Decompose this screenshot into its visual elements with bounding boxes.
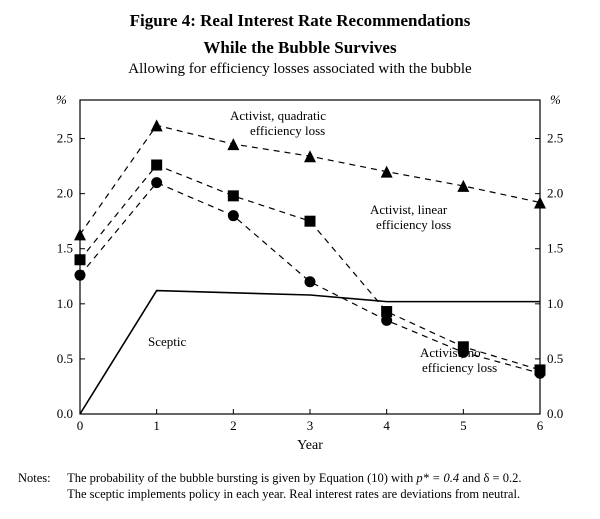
ytick-right: 1.0	[547, 295, 563, 310]
figure-subtitle: Allowing for efficiency losses associate…	[10, 61, 590, 78]
notes-and: and	[459, 471, 483, 485]
label-linear: Activist, linear	[370, 202, 448, 217]
ytick-right: 1.5	[547, 240, 563, 255]
ytick-left: 1.0	[57, 295, 73, 310]
xlabel: Year	[297, 438, 323, 453]
notes-p-star: p* = 0.4	[416, 471, 459, 485]
label-no: Activist, no	[420, 345, 481, 360]
ytick-left: 0.5	[57, 350, 73, 365]
ytick-left: 1.5	[57, 240, 73, 255]
label-no2: efficiency loss	[422, 360, 497, 375]
figure-title-line2: While the Bubble Survives	[10, 37, 590, 58]
ytick-left: 2.0	[57, 185, 73, 200]
y-unit-left: %	[56, 92, 67, 107]
xtick: 4	[383, 418, 390, 433]
xtick: 3	[307, 418, 314, 433]
label-quad: Activist, quadratic	[230, 108, 326, 123]
notes-delta: δ = 0.2.	[484, 471, 522, 485]
ytick-left: 2.5	[57, 130, 73, 145]
chart-area: 0.0 0.0 0.5 0.5 1.0 1.0 1.5 1.5 2.0 2.0 2.5 2.5%% 0 1…	[20, 84, 580, 464]
xtick: 0	[77, 418, 84, 433]
ytick-left: 0.0	[57, 406, 73, 421]
ytick-right: 0.0	[547, 406, 563, 421]
xtick: 6	[537, 418, 544, 433]
notes-line2: The sceptic implements policy in each ye…	[67, 487, 520, 501]
xtick: 2	[230, 418, 237, 433]
xtick: 1	[153, 418, 160, 433]
figure-notes: Notes: The probability of the bubble bur…	[18, 470, 582, 504]
ytick-right: 2.0	[547, 185, 563, 200]
label-sceptic: Sceptic	[148, 334, 186, 349]
ytick-right: 0.5	[547, 350, 563, 365]
chart-svg: 0.0 0.0 0.5 0.5 1.0 1.0 1.5 1.5 2.0 2.0 2.5 2.5%% 0 1…	[20, 84, 580, 464]
ytick-right: 2.5	[547, 130, 563, 145]
figure-title-line1: Figure 4: Real Interest Rate Recommendat…	[10, 10, 590, 31]
label-linear2: efficiency loss	[376, 217, 451, 232]
notes-line1-pre: The probability of the bubble bursting i…	[67, 471, 416, 485]
label-quad2: efficiency loss	[250, 123, 325, 138]
notes-label: Notes:	[18, 470, 64, 487]
y-unit-right: %	[550, 92, 561, 107]
xtick: 5	[460, 418, 467, 433]
